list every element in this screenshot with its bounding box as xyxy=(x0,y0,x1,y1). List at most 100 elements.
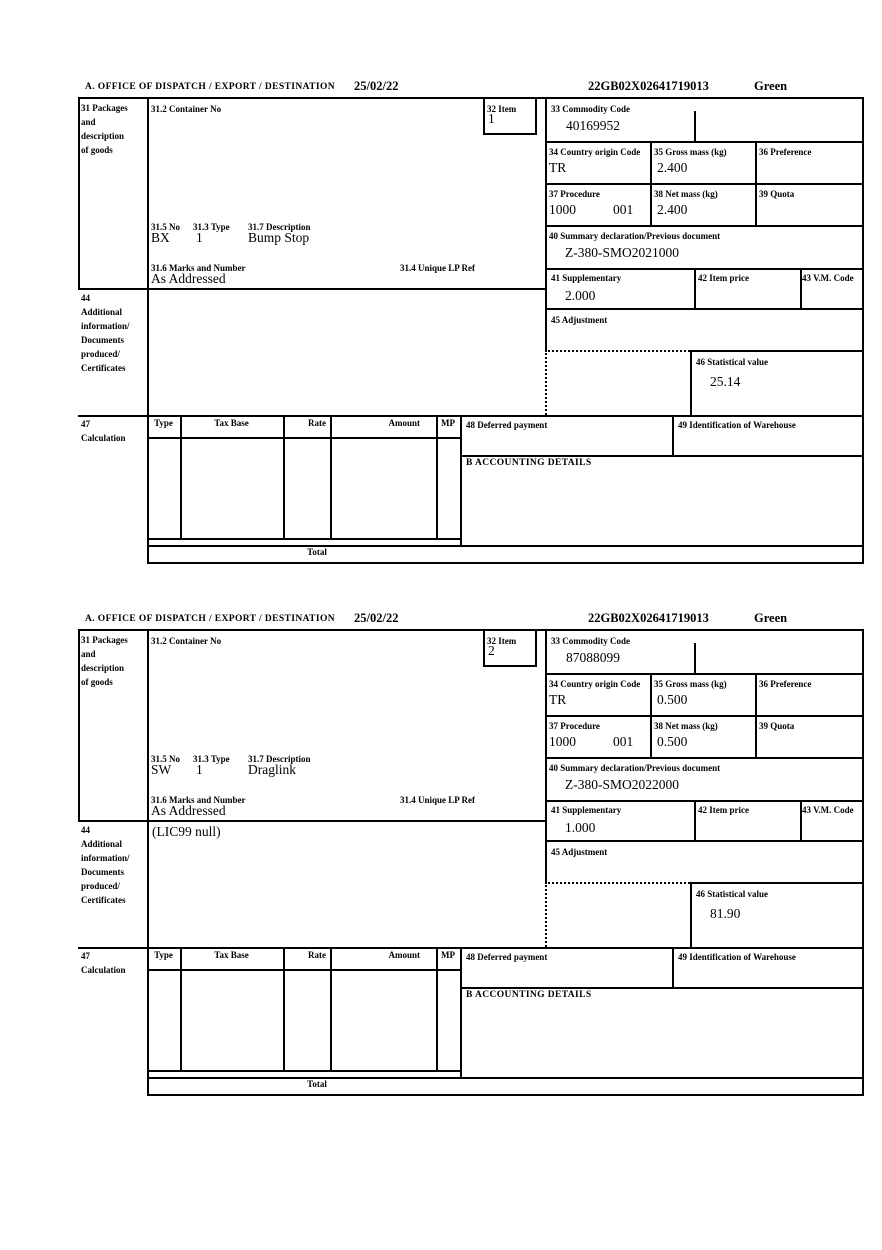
form-rule-line xyxy=(535,97,537,135)
quota-label: 39 Quota xyxy=(759,189,795,199)
deferred-payment-label: 48 Deferred payment xyxy=(466,420,548,430)
routing-status: Green xyxy=(754,611,788,625)
commodity-code: 87088099 xyxy=(566,650,620,665)
marks-label: 31.6 Marks and Number xyxy=(151,263,246,273)
item-price-label: 42 Item price xyxy=(698,805,749,815)
procedure-label: 37 Procedure xyxy=(549,721,600,731)
form-rule-line xyxy=(672,415,674,457)
form-rule-line xyxy=(694,643,696,675)
form-rule-line xyxy=(147,97,149,564)
summary-declaration-label: 40 Summary declaration/Previous document xyxy=(549,231,721,241)
net-mass: 2.400 xyxy=(657,202,688,217)
commodity-code-label: 33 Commodity Code xyxy=(551,636,630,646)
packages-no-label: 31.5 No xyxy=(151,754,180,764)
item-label: 32 Item xyxy=(487,104,517,114)
procedure-suffix: 001 xyxy=(613,734,634,749)
form-rule-line xyxy=(78,97,864,99)
gross-mass-label: 35 Gross mass (kg) xyxy=(654,679,727,689)
procedure-label: 37 Procedure xyxy=(549,189,600,199)
quota-label: 39 Quota xyxy=(759,721,795,731)
net-mass-label: 38 Net mass (kg) xyxy=(654,189,718,199)
form-rule-line xyxy=(545,183,864,185)
vm-code-label: 43 V.M. Code xyxy=(802,805,854,815)
package-type: 1 xyxy=(196,762,203,777)
warehouse-label: 49 Identification of Warehouse xyxy=(678,420,796,430)
form-rule-line xyxy=(755,141,757,227)
form-rule-line xyxy=(283,947,285,1072)
form-rule-line xyxy=(690,882,864,884)
net-mass: 0.500 xyxy=(657,734,688,749)
form-rule-line xyxy=(460,415,462,547)
additional-info: (LIC99 null) xyxy=(152,824,221,839)
tax-type-header: Type xyxy=(154,418,173,428)
form-rule-line xyxy=(147,1077,864,1079)
form-rule-line xyxy=(694,800,696,842)
marks-value: As Addressed xyxy=(151,803,226,818)
form-rule-line xyxy=(78,288,547,290)
item-price-label: 42 Item price xyxy=(698,273,749,283)
statistical-value: 81.90 xyxy=(710,906,741,921)
country-origin-label: 34 Country origin Code xyxy=(549,147,641,157)
package-type: 1 xyxy=(196,230,203,245)
form-rule-line xyxy=(650,141,652,227)
marks-value: As Addressed xyxy=(151,271,226,286)
accounting-details-label: B ACCOUNTING DETAILS xyxy=(466,990,592,1000)
form-rule-line xyxy=(78,820,547,822)
gross-mass: 2.400 xyxy=(657,160,688,175)
form-rule-line xyxy=(545,840,864,842)
adjustment-label: 45 Adjustment xyxy=(551,315,608,325)
mp-header: MP xyxy=(441,418,455,428)
form-rule-line xyxy=(436,947,438,1072)
total-label: Total xyxy=(307,547,327,557)
form-rule-line xyxy=(180,415,182,540)
deferred-payment-label: 48 Deferred payment xyxy=(466,952,548,962)
entry-number: 22GB02X02641719013 xyxy=(588,611,709,625)
form-rule-line xyxy=(694,268,696,310)
supplementary-units: 2.000 xyxy=(565,288,596,303)
form-rule-line xyxy=(545,629,547,884)
packages-no-label: 31.5 No xyxy=(151,222,180,232)
entry-number: 22GB02X02641719013 xyxy=(588,79,709,93)
vm-code-label: 43 V.M. Code xyxy=(802,273,854,283)
country-origin: TR xyxy=(549,160,567,175)
rate-header: Rate xyxy=(308,418,326,428)
form-rule-line xyxy=(436,415,438,540)
form-rule-line xyxy=(330,947,332,1072)
form-rule-line xyxy=(147,1070,462,1072)
form-rule-line xyxy=(545,350,690,352)
form-rule-line xyxy=(862,629,864,1096)
form-rule-line xyxy=(147,545,864,547)
form-rule-line xyxy=(78,947,864,949)
box44-label: 44 Additional information/ Documents pro… xyxy=(81,293,130,373)
form-rule-line xyxy=(483,133,537,135)
box47-label: 47 Calculation xyxy=(81,951,126,975)
form-rule-line xyxy=(483,97,485,135)
tax-type-header: Type xyxy=(154,950,173,960)
gross-mass-label: 35 Gross mass (kg) xyxy=(654,147,727,157)
statistical-value: 25.14 xyxy=(710,374,741,389)
form-rule-line xyxy=(690,350,692,417)
item-number: 2 xyxy=(488,643,495,658)
form-rule-line xyxy=(147,562,864,564)
form-rule-line xyxy=(483,629,485,667)
rate-header: Rate xyxy=(308,950,326,960)
goods-description: Bump Stop xyxy=(248,230,310,245)
form-rule-line xyxy=(147,538,462,540)
office-of-dispatch-title: A. OFFICE OF DISPATCH / EXPORT / DESTINA… xyxy=(85,82,336,92)
amount-header: Amount xyxy=(388,950,420,960)
form-rule-line xyxy=(694,111,696,143)
supplementary-label: 41 Supplementary xyxy=(551,805,622,815)
declaration-date: 25/02/22 xyxy=(354,611,399,625)
form-rule-line xyxy=(545,757,864,759)
form-rule-line xyxy=(545,350,547,415)
preference-label: 36 Preference xyxy=(759,147,812,157)
office-of-dispatch-title: A. OFFICE OF DISPATCH / EXPORT / DESTINA… xyxy=(85,614,336,624)
form-rule-line xyxy=(862,97,864,564)
item-label: 32 Item xyxy=(487,636,517,646)
lp-ref-label: 31.4 Unique LP Ref xyxy=(400,263,476,273)
form-rule-line xyxy=(690,350,864,352)
box31-label: 31 Packages and description of goods xyxy=(81,635,128,687)
box44-label: 44 Additional information/ Documents pro… xyxy=(81,825,130,905)
accounting-details-label: B ACCOUNTING DETAILS xyxy=(466,458,592,468)
